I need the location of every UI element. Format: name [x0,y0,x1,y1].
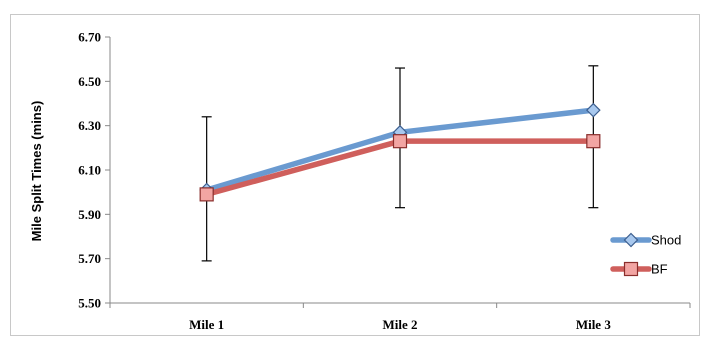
data-point-bf [392,134,408,149]
data-point-shod [585,102,601,118]
y-tick-label: 6.70 [78,30,101,45]
legend-marker-shod [623,232,639,248]
data-point-bf [199,187,214,202]
y-tick-label: 5.70 [78,251,101,266]
legend-marker-bf [623,261,639,277]
legend-label-shod: Shod [651,233,681,248]
legend-label-bf: BF [651,262,668,277]
y-tick-label: 6.30 [78,118,101,133]
y-tick-label: 6.50 [78,74,101,89]
x-tick-label: Mile 2 [382,317,417,332]
y-tick-label: 6.10 [78,163,101,178]
y-tick-label: 5.90 [78,207,101,222]
x-tick-label: Mile 1 [189,317,224,332]
y-axis-title: Mile Split Times (mins) [29,101,44,242]
x-tick-label: Mile 3 [576,317,612,332]
data-point-bf [586,134,601,149]
y-tick-label: 5.50 [78,296,101,311]
chart-frame [10,14,700,336]
